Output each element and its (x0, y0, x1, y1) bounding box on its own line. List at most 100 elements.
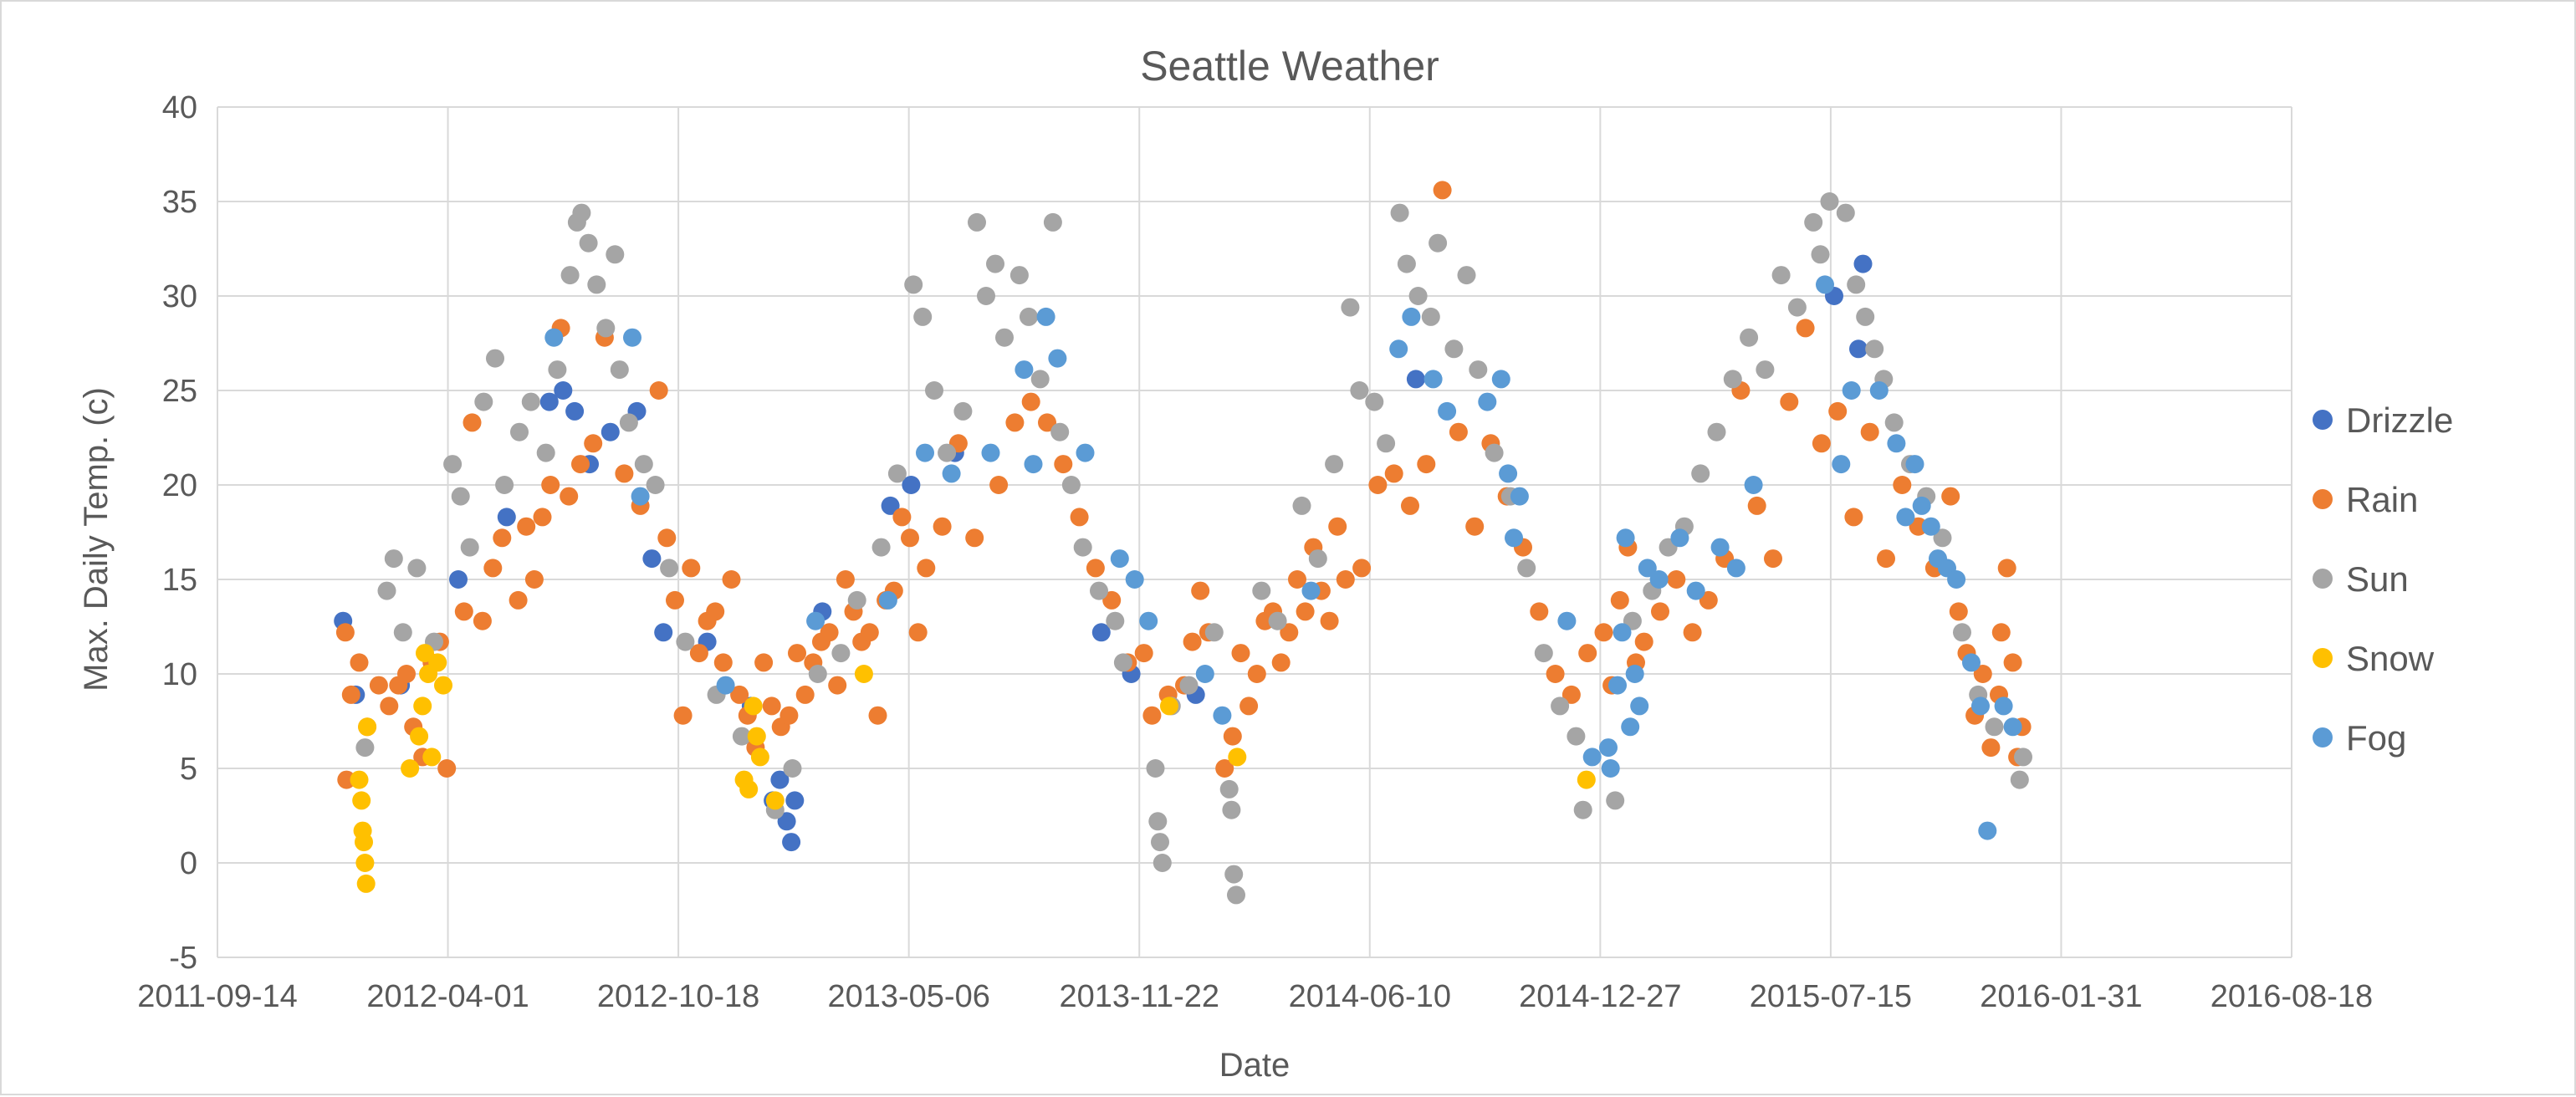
data-point (1009, 266, 1029, 285)
data-point (995, 328, 1014, 347)
data-point (933, 517, 952, 536)
data-point (554, 381, 573, 400)
data-point (1191, 581, 1210, 600)
data-point (938, 443, 957, 462)
x-tick-label: 2015-07-15 (1750, 979, 1912, 1014)
data-point (1651, 602, 1669, 621)
data-point (1134, 644, 1153, 663)
data-point (483, 559, 503, 578)
data-point (1429, 233, 1448, 253)
data-point (1423, 370, 1443, 389)
data-point (1856, 307, 1875, 326)
data-point (1292, 496, 1311, 515)
y-tick-label: 25 (162, 374, 197, 409)
data-point (1073, 538, 1092, 557)
data-point (486, 349, 504, 368)
data-point (1534, 644, 1553, 663)
data-point (451, 487, 470, 506)
y-tick-label: 5 (180, 752, 197, 787)
data-point (1949, 602, 1968, 621)
data-point (1517, 559, 1536, 578)
data-point (1804, 212, 1823, 232)
data-point (1985, 717, 2004, 737)
data-point (779, 706, 799, 725)
data-point (358, 717, 377, 737)
data-point (892, 508, 912, 527)
data-point (1368, 476, 1388, 494)
data-point (666, 590, 684, 610)
data-point (548, 360, 567, 380)
data-point (350, 653, 369, 672)
data-point (1005, 413, 1025, 432)
data-point (2003, 717, 2022, 737)
data-point (1320, 611, 1339, 630)
data-point (1896, 508, 1915, 527)
data-point (1271, 653, 1291, 672)
data-point (1582, 747, 1602, 767)
data-point (788, 644, 806, 663)
data-point (623, 328, 641, 347)
data-point (572, 203, 591, 222)
data-point (917, 559, 936, 578)
data-point (1377, 434, 1396, 453)
data-point (541, 476, 560, 494)
data-point (732, 727, 751, 746)
data-point (1406, 370, 1425, 389)
data-point (1222, 800, 1241, 819)
data-point (901, 528, 919, 548)
data-point (422, 747, 442, 767)
data-point (1352, 559, 1372, 578)
data-point (1505, 528, 1523, 548)
data-point (1384, 464, 1403, 483)
legend-marker (2313, 648, 2333, 668)
data-point (1113, 653, 1132, 672)
data-point (1070, 508, 1089, 527)
data-point (1844, 508, 1863, 527)
data-point (942, 464, 961, 483)
data-point (682, 559, 701, 578)
data-point (369, 676, 388, 695)
legend-label: Sun (2346, 559, 2409, 599)
data-point (762, 696, 781, 716)
data-point (1832, 455, 1851, 474)
data-point (1308, 549, 1327, 569)
legend-label: Rain (2346, 480, 2418, 519)
data-point (1978, 821, 1997, 840)
series-rain (335, 181, 2032, 789)
x-tick-label: 2013-11-22 (1059, 979, 1219, 1014)
data-point (953, 401, 973, 421)
data-point (352, 791, 371, 810)
data-point (754, 653, 774, 672)
data-point (902, 476, 921, 494)
data-point (986, 254, 1004, 273)
data-point (642, 549, 662, 569)
x-tick-label: 2011-09-14 (137, 979, 298, 1014)
data-point (1328, 517, 1347, 536)
data-point (1160, 696, 1178, 716)
data-point (1408, 287, 1428, 305)
data-point (649, 381, 668, 400)
data-point (1608, 676, 1627, 695)
legend-label: Drizzle (2346, 401, 2453, 440)
legend-marker (2313, 489, 2333, 509)
data-point (1971, 696, 1990, 716)
data-point (654, 623, 673, 642)
data-point (1787, 298, 1807, 317)
data-point (560, 487, 579, 506)
data-point (716, 676, 735, 695)
data-point (836, 570, 855, 589)
data-point (1402, 307, 1421, 326)
data-point (521, 392, 540, 411)
data-point (1842, 381, 1861, 400)
data-point (350, 770, 369, 789)
legend-marker (2313, 410, 2333, 430)
data-point (1599, 738, 1618, 758)
data-point (497, 508, 516, 527)
data-point (1625, 665, 1644, 683)
data-points (334, 181, 2032, 905)
data-point (454, 602, 473, 621)
y-tick-label: 35 (162, 185, 197, 220)
data-point (1828, 401, 1848, 421)
data-point (1223, 727, 1242, 746)
data-point (1811, 245, 1830, 264)
